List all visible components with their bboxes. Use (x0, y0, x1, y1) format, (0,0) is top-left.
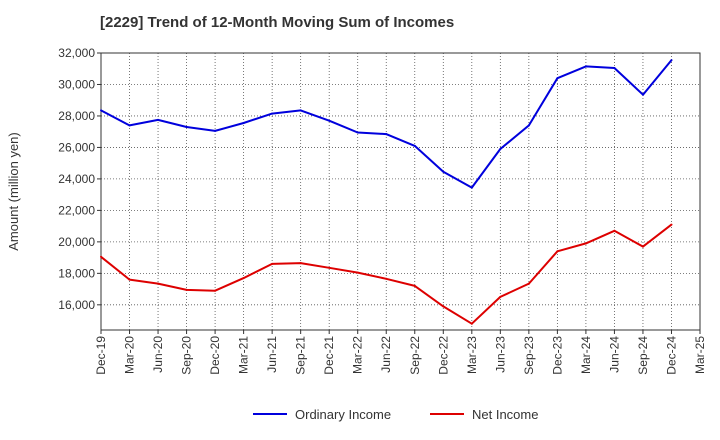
y-tick-label: 24,000 (58, 172, 95, 186)
net-income-point (157, 282, 159, 285)
y-tick-label: 26,000 (58, 140, 95, 154)
x-tick-label: Sep-22 (408, 336, 422, 375)
x-tick-label: Dec-21 (322, 336, 336, 375)
x-tick-label: Mar-25 (693, 336, 707, 374)
ordinary-income-point (271, 112, 274, 115)
y-tick-label: 18,000 (58, 266, 95, 280)
x-tick-label: Jun-23 (493, 336, 507, 373)
y-tick-label: 30,000 (58, 77, 95, 91)
net-income-point (185, 288, 188, 291)
net-income-point (242, 277, 245, 280)
net-income-point (499, 295, 502, 298)
ordinary-income-point (356, 131, 359, 134)
x-tick-label: Mar-21 (237, 336, 251, 374)
legend: Ordinary Income Net Income (253, 407, 538, 422)
net-income-point (556, 250, 559, 253)
net-income-point (328, 266, 331, 269)
x-tick-label: Sep-23 (522, 336, 536, 375)
y-tick-label: 28,000 (58, 109, 95, 123)
ordinary-income-point (128, 124, 131, 127)
net-income-point (413, 284, 416, 287)
net-income-point (584, 242, 587, 245)
net-income-point (442, 305, 445, 308)
axes: 16,000 18,000 20,000 22,000 24,000 26,000 28,0… (6, 46, 707, 375)
ordinary-income-point (413, 144, 416, 147)
x-tick-label: Dec-24 (664, 336, 678, 375)
x-tick-label: Dec-19 (94, 336, 108, 375)
x-tick-label: Jun-21 (265, 336, 279, 373)
net-income-point (470, 322, 473, 325)
y-tick-label: 20,000 (58, 235, 95, 249)
x-tick-label: Mar-23 (465, 336, 479, 374)
plot-area (101, 53, 700, 330)
plot-background (101, 53, 700, 330)
ordinary-income-point (299, 109, 302, 112)
ordinary-income-point (442, 170, 445, 173)
plot-border (100, 52, 701, 331)
ordinary-income-point (613, 67, 616, 69)
y-axis-title: Amount (million yen) (6, 132, 21, 251)
ordinary-income-point (470, 186, 473, 189)
net-income-point (100, 255, 102, 258)
net-income-point (527, 282, 530, 285)
x-tick-label: Mar-22 (351, 336, 365, 374)
ordinary-income-point (242, 122, 245, 124)
ordinary-income-point (556, 77, 559, 80)
legend-label-ordinary-income: Ordinary Income (295, 407, 391, 422)
y-tick-label: 16,000 (58, 298, 95, 312)
ordinary-income-point (185, 126, 188, 128)
ordinary-income-point (670, 59, 673, 62)
ordinary-income-point (100, 109, 102, 112)
net-income-point (385, 277, 388, 280)
x-tick-label: Dec-20 (208, 336, 222, 375)
ordinary-income-point (214, 129, 217, 132)
x-tick-label: Dec-23 (550, 336, 564, 375)
ordinary-income-point (328, 119, 331, 122)
x-tick-label: Sep-24 (636, 336, 650, 375)
ordinary-income-point (527, 124, 530, 127)
net-income-point (128, 278, 131, 281)
net-income-point (271, 262, 274, 265)
legend-label-net-income: Net Income (472, 407, 538, 422)
net-income-point (299, 262, 302, 265)
ordinary-income-point (385, 133, 388, 136)
net-income-point (214, 289, 217, 292)
x-tick-label: Jun-20 (151, 336, 165, 373)
net-income-point (670, 223, 673, 226)
ordinary-income-point (642, 93, 644, 96)
x-tick-label: Mar-24 (579, 336, 593, 374)
ordinary-income-point (584, 65, 587, 68)
y-tick-label: 22,000 (58, 203, 95, 217)
ordinary-income-point (499, 148, 502, 150)
series-group (100, 59, 673, 325)
net-income-point (642, 245, 644, 248)
y-tick-label: 32,000 (58, 46, 95, 60)
x-tick-label: Sep-20 (180, 336, 194, 375)
x-tick-label: Jun-22 (379, 336, 393, 373)
x-tick-label: Sep-21 (294, 336, 308, 375)
x-tick-label: Dec-22 (436, 336, 450, 375)
x-tick-label: Jun-24 (607, 336, 621, 373)
x-tick-label: Mar-20 (123, 336, 137, 374)
ordinary-income-point (157, 118, 159, 121)
net-income-point (356, 271, 359, 274)
chart-title: [2229] Trend of 12-Month Moving Sum of I… (100, 14, 455, 31)
net-income-point (613, 229, 616, 232)
